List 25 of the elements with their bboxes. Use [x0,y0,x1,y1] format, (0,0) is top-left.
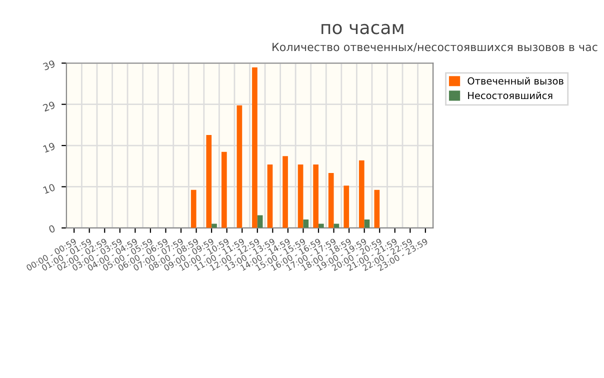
bar [221,152,227,228]
bar [328,173,334,228]
chart-subtitle: Количество отвеченных/несостоявшихся вызовов в час [272,42,598,52]
bar [374,190,380,228]
bar [206,134,212,228]
bar [358,160,364,228]
y-tick-label: 29 [42,101,56,112]
bar [236,105,242,228]
legend-label: Отвеченный вызов [468,77,564,85]
bar [252,67,258,228]
y-tick-label: 19 [42,142,56,153]
bar [344,186,350,228]
legend-label: Несостоявшийся [468,92,552,100]
bar [298,164,304,228]
y-tick-label: 39 [42,60,56,70]
bar [303,219,309,228]
bar [318,224,324,228]
y-tick-label: 10 [42,183,56,194]
bar [313,164,318,228]
chart-title: по часам [322,24,404,34]
bar [212,224,217,228]
y-tick-label: 0 [48,224,56,234]
bar [282,156,288,228]
bar [267,164,273,228]
bar [190,190,196,228]
